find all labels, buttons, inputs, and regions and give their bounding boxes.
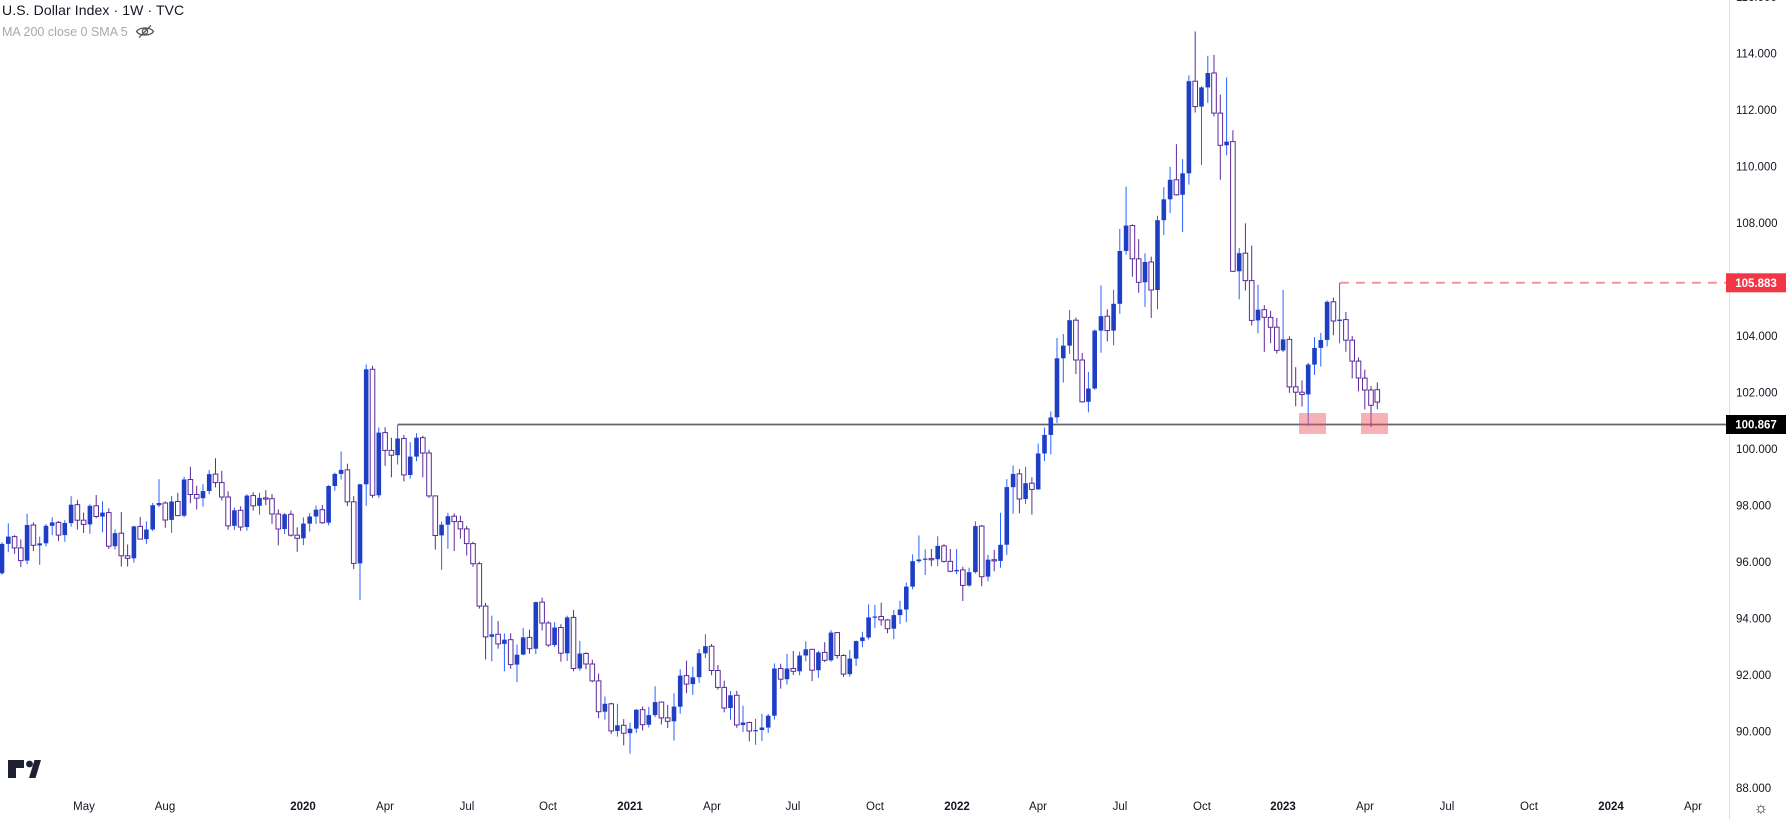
time-tick-label: Jul	[1113, 801, 1128, 813]
time-tick-label: Oct	[866, 801, 885, 813]
time-tick-label: Apr	[1684, 801, 1702, 813]
price-tick-label: 100.000	[1736, 444, 1778, 456]
price-tick-label: 110.000	[1736, 162, 1777, 174]
tradingview-logo[interactable]	[8, 760, 41, 778]
time-tick-label: Oct	[1520, 801, 1539, 813]
indicator-legend-text[interactable]: MA 200 close 0 SMA 5	[2, 24, 128, 39]
candles-layer	[0, 31, 1381, 754]
price-tick-label: 90.000	[1736, 727, 1771, 739]
price-badges-layer: 100.867 105.883	[1726, 273, 1786, 434]
price-tick-label: 112.000	[1736, 105, 1777, 117]
price-axis[interactable]: 116.000 114.000 112.000 110.000 108.000 104.0…	[1736, 0, 1778, 795]
time-tick-label: 2021	[617, 801, 643, 813]
time-tick-label: Jul	[460, 801, 475, 813]
eye-slash-icon[interactable]	[135, 24, 155, 39]
price-tick-label: 102.000	[1736, 388, 1778, 400]
price-badge: 100.867	[1726, 415, 1786, 434]
price-badge: 105.883	[1726, 273, 1786, 293]
time-tick-label: Apr	[376, 801, 394, 813]
time-tick-label: Oct	[539, 801, 558, 813]
gear-icon[interactable]: ☼	[1754, 800, 1769, 817]
price-tick-label: 98.000	[1736, 501, 1771, 513]
time-tick-label: 2022	[944, 801, 970, 813]
indicator-legend-row: MA 200 close 0 SMA 5	[2, 24, 184, 39]
time-tick-label: 2023	[1270, 801, 1296, 813]
price-tick-label: 104.000	[1736, 331, 1778, 343]
price-tick-label: 94.000	[1736, 614, 1771, 626]
price-tick-label: 114.000	[1736, 49, 1777, 61]
time-tick-label: 2024	[1598, 801, 1624, 813]
svg-text:105.883: 105.883	[1735, 278, 1777, 290]
svg-text:100.867: 100.867	[1735, 420, 1777, 432]
time-tick-label: Apr	[1356, 801, 1374, 813]
highlight-boxes-layer	[1299, 413, 1388, 434]
support-touch-box[interactable]	[1361, 413, 1388, 434]
symbol-title[interactable]: U.S. Dollar Index · 1W · TVC	[2, 2, 185, 18]
time-tick-label: Apr	[1029, 801, 1047, 813]
time-tick-label: Jul	[1440, 801, 1455, 813]
price-lines-layer	[398, 281, 1786, 426]
chart-header: U.S. Dollar Index · 1W · TVC MA 200 clos…	[2, 2, 184, 39]
time-tick-label: Oct	[1193, 801, 1212, 813]
time-axis[interactable]: May Aug 2020 Apr Jul Oct 2021 Apr Jul Oct 2022 Apr J…	[73, 801, 1702, 813]
time-tick-label: May	[73, 801, 95, 813]
time-tick-label: Apr	[703, 801, 721, 813]
price-tick-label: 92.000	[1736, 670, 1771, 682]
price-tick-label: 116.000	[1736, 0, 1777, 4]
price-tick-label: 96.000	[1736, 557, 1771, 569]
price-tick-label: 108.000	[1736, 218, 1778, 230]
time-tick-label: Jul	[786, 801, 801, 813]
time-tick-label: Aug	[155, 801, 175, 813]
time-tick-label: 2020	[290, 801, 316, 813]
price-tick-label: 88.000	[1736, 783, 1771, 795]
support-touch-box[interactable]	[1299, 413, 1326, 434]
